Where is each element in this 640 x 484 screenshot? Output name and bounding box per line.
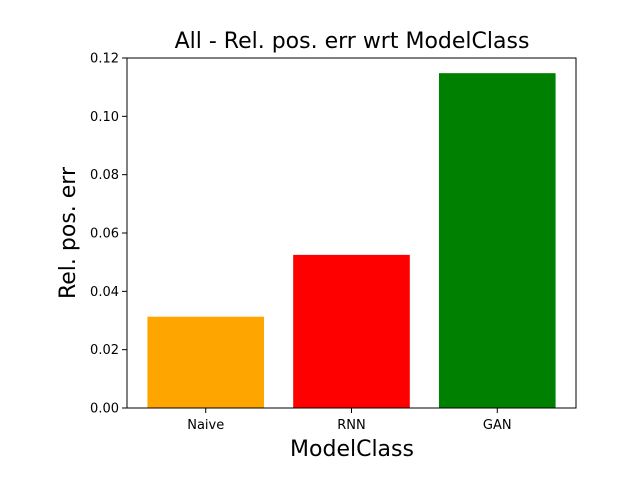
y-axis: 0.00 0.02 0.04 0.06 0.08 0.10 0.12	[90, 52, 127, 417]
x-axis-label: ModelClass	[290, 437, 414, 462]
y-tick-label: 0.02	[90, 343, 119, 358]
y-tick-label: 0.10	[90, 110, 119, 125]
bar-gan	[438, 73, 556, 409]
plot-frame	[126, 57, 577, 409]
y-tick-label: 0.08	[90, 168, 119, 183]
chart-title: All - Rel. pos. err wrt ModelClass	[175, 29, 530, 54]
x-tick-label: Naive	[187, 418, 224, 433]
y-tick-label: 0.12	[90, 52, 119, 67]
y-tick-label: 0.06	[90, 227, 119, 242]
bar-naive	[147, 316, 265, 408]
bar-rnn	[293, 254, 410, 408]
x-tick-label: GAN	[483, 418, 512, 433]
y-axis-label: Rel. pos. err	[56, 166, 81, 299]
x-axis: Naive RNN GAN	[187, 408, 512, 433]
y-tick-label: 0.04	[90, 285, 119, 300]
x-tick-label: RNN	[337, 418, 365, 433]
y-tick-label: 0.00	[90, 402, 119, 417]
bars-layer	[147, 73, 556, 409]
